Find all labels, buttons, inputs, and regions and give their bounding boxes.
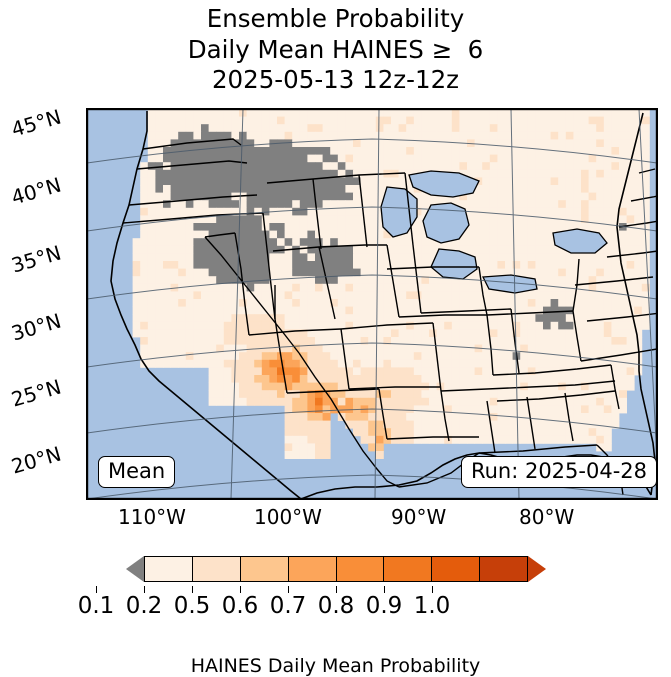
colorbar-segment-4 (336, 557, 385, 581)
colorbar-tick-5 (336, 586, 337, 593)
colorbar-segment-5 (384, 557, 433, 581)
colorbar-title: HAINES Daily Mean Probability (190, 655, 481, 677)
figure-root: Ensemble Probability Daily Mean HAINES ≥… (0, 4, 671, 677)
lon-label-90W: 90°W (391, 505, 447, 529)
figure-title: Ensemble Probability Daily Mean HAINES ≥… (0, 4, 671, 96)
state-boundaries (122, 138, 657, 496)
colorbar-tick-0 (96, 586, 97, 593)
graticule (87, 109, 657, 499)
title-line-2: Daily Mean HAINES ≥ 6 (187, 34, 484, 64)
lat-label-35N: 35°N (8, 240, 64, 278)
lon-label-110W: 110°W (118, 505, 186, 529)
colorbar-under-arrow (126, 556, 144, 582)
colorbar-tick-label-5: 0.8 (317, 593, 355, 619)
map-graphic (87, 109, 657, 499)
colorbar-tick-label-2: 0.5 (173, 593, 211, 619)
title-line-1: Ensemble Probability (206, 4, 465, 33)
colorbar-tick-label-4: 0.7 (269, 593, 307, 619)
colorbar-tick-7 (432, 586, 433, 593)
colorbar-segment-3 (288, 557, 337, 581)
colorbar-segment-2 (240, 557, 289, 581)
colorbar[interactable]: 0.1 0.2 0.5 0.6 0.7 0.8 0.9 1.0 HAINES Daily Me… (0, 552, 671, 677)
run-annotation-box[interactable]: Run: 2025-04-28 (460, 456, 657, 488)
colorbar-tick-1 (144, 586, 145, 593)
mean-annotation-label: Mean (108, 459, 166, 483)
lon-label-100W: 100°W (254, 505, 322, 529)
run-annotation-label: Run: 2025-04-28 (470, 459, 647, 483)
colorbar-segment-0 (145, 557, 193, 581)
lat-label-40N: 40°N (8, 172, 64, 210)
colorbar-ticks (96, 586, 528, 593)
great-lakes (380, 170, 608, 294)
title-line-3: 2025-05-13 12z-12z (211, 65, 460, 94)
colorbar-row (126, 552, 546, 586)
colorbar-tick-2 (192, 586, 193, 593)
colorbar-tick-label-1: 0.2 (125, 593, 163, 619)
colorbar-segment-1 (192, 557, 241, 581)
colorbar-segment-6 (432, 557, 481, 581)
colorbar-tick-6 (384, 586, 385, 593)
colorbar-tick-label-0: 0.1 (77, 593, 115, 619)
colorbar-tick-4 (288, 586, 289, 593)
colorbar-tick-label-6: 0.9 (365, 593, 403, 619)
colorbar-over-arrow (528, 556, 546, 582)
colorbar-tick-label-3: 0.6 (221, 593, 259, 619)
mean-annotation-box[interactable]: Mean (98, 456, 176, 488)
colorbar-tick-3 (240, 586, 241, 593)
colorbar-segment-7 (480, 557, 527, 581)
lat-label-20N: 20°N (8, 441, 64, 479)
colorbar-tick-label-7: 1.0 (413, 593, 451, 619)
colorbar-segments[interactable] (144, 556, 528, 582)
lat-label-25N: 25°N (8, 374, 64, 412)
lat-label-30N: 30°N (8, 308, 64, 346)
lat-label-45N: 45°N (8, 104, 64, 142)
lon-label-80W: 80°W (519, 505, 575, 529)
colorbar-tick-labels: 0.1 0.2 0.5 0.6 0.7 0.8 0.9 1.0 (78, 593, 528, 623)
map-plot-area[interactable] (86, 108, 658, 500)
